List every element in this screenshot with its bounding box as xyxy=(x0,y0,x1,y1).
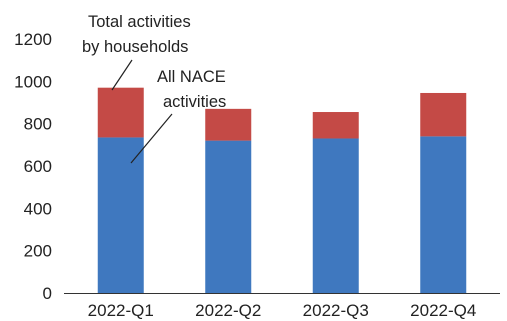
y-tick-label: 1000 xyxy=(14,72,52,91)
x-tick-label: 2022-Q2 xyxy=(195,301,261,320)
y-tick-label: 200 xyxy=(24,242,52,261)
y-tick-label: 400 xyxy=(24,199,52,218)
bars xyxy=(97,87,467,293)
annotation-nace-line1: All NACE xyxy=(157,68,226,86)
y-axis: 0 200 400 600 800 1000 1200 xyxy=(14,30,52,303)
bar-all_nace xyxy=(420,136,467,293)
bar-all_nace xyxy=(312,138,359,293)
annotations: Total activities by households All NACE … xyxy=(82,13,226,164)
x-tick-label: 2022-Q4 xyxy=(410,301,476,320)
y-tick-label: 0 xyxy=(43,284,52,303)
bar-households xyxy=(312,112,359,139)
x-axis: 2022-Q1 2022-Q2 2022-Q3 2022-Q4 xyxy=(64,293,500,320)
annotation-nace-line2: activities xyxy=(163,93,226,111)
y-tick-label: 800 xyxy=(24,115,52,134)
x-tick-label: 2022-Q3 xyxy=(303,301,369,320)
bar-households xyxy=(97,87,144,138)
x-tick-label: 2022-Q1 xyxy=(88,301,154,320)
bar-households xyxy=(420,92,467,137)
leader-households xyxy=(111,59,133,91)
bar-all_nace xyxy=(97,137,144,293)
bar-households xyxy=(205,108,252,141)
y-tick-label: 600 xyxy=(24,157,52,176)
y-tick-label: 1200 xyxy=(14,30,52,49)
bar-all_nace xyxy=(205,140,252,293)
annotation-households-line1: Total activities xyxy=(88,13,191,31)
leader-nace xyxy=(130,113,173,164)
annotation-households-line2: by households xyxy=(82,38,188,56)
